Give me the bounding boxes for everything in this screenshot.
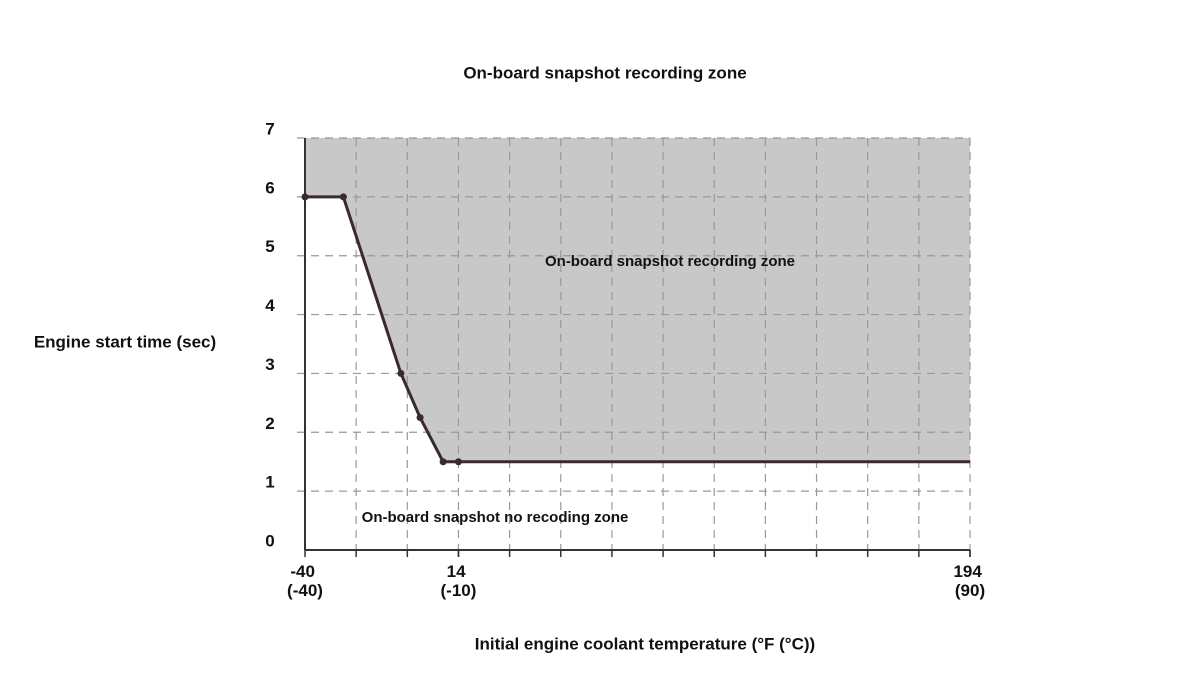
- point: [301, 193, 309, 201]
- y-tick-label: 4: [265, 296, 275, 315]
- y-tick-label: 7: [265, 119, 274, 138]
- y-tick-label: 6: [265, 178, 274, 197]
- x-tick-label: 14 (-10): [441, 562, 477, 600]
- point: [439, 458, 447, 466]
- x-tick-label: -40 (-40): [287, 562, 323, 600]
- y-axis-label: Engine start time (sec): [34, 332, 216, 351]
- y-tick-label: 1: [265, 473, 274, 492]
- x-axis-label: Initial engine coolant temperature (°F (…: [475, 634, 815, 653]
- chart-title: On-board snapshot recording zone: [463, 63, 746, 82]
- y-tick-label: 2: [265, 414, 274, 433]
- point: [454, 458, 462, 466]
- point: [416, 414, 424, 422]
- recording-zone: [305, 138, 970, 462]
- zone-label: On-board snapshot no recoding zone: [362, 509, 629, 526]
- zone-label: On-board snapshot recording zone: [545, 253, 795, 270]
- y-tick-label: 3: [265, 355, 274, 374]
- point: [397, 369, 405, 377]
- y-tick-label: 5: [265, 237, 274, 256]
- x-tick-label: 194 (90): [953, 562, 986, 600]
- y-tick-label: 0: [265, 531, 274, 550]
- point: [339, 193, 347, 201]
